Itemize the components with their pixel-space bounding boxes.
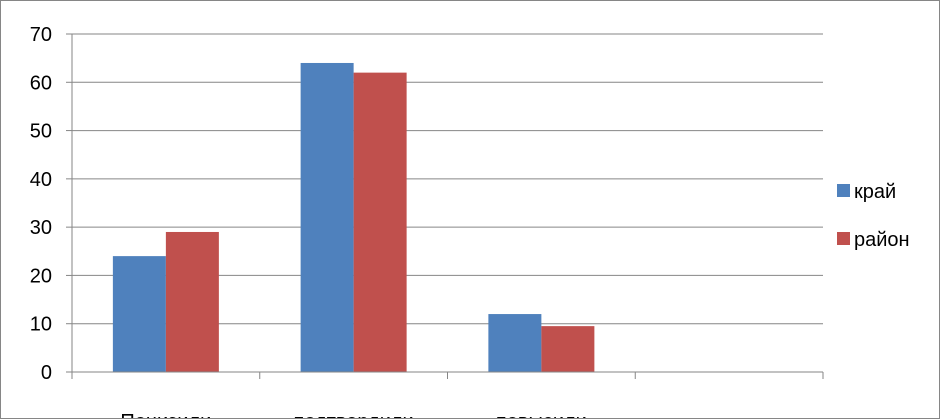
legend-label-район: район: [854, 229, 910, 251]
bars: [112, 62, 595, 372]
x-tick-label: повысили: [496, 411, 587, 418]
bar-край: [300, 62, 354, 372]
bar-район: [541, 326, 595, 372]
y-tick-label: 60: [30, 72, 52, 94]
axes: [66, 33, 824, 379]
y-tick-label: 40: [30, 169, 52, 191]
bar-край: [488, 314, 542, 372]
x-tick-label: Понизили: [120, 411, 211, 418]
legend: край район: [837, 181, 910, 251]
legend-swatch-край: [837, 184, 850, 197]
y-tick-label: 10: [30, 314, 52, 336]
legend-label-край: край: [854, 181, 896, 203]
legend-swatch-район: [837, 232, 850, 245]
bar-край: [112, 256, 166, 372]
bar-район: [165, 231, 219, 372]
bar-район: [353, 72, 407, 372]
y-tick-label: 0: [41, 362, 52, 384]
y-tick-label: 30: [30, 217, 52, 239]
x-tick-labels: Понизили подтвердили повысили: [120, 411, 586, 418]
x-tick-label: подтвердили: [294, 411, 414, 418]
y-tick-label: 70: [30, 24, 52, 46]
y-tick-label: 20: [30, 265, 52, 287]
y-tick-labels: 0 10 20 30 40 50 60 70: [30, 24, 52, 384]
y-tick-label: 50: [30, 121, 52, 143]
